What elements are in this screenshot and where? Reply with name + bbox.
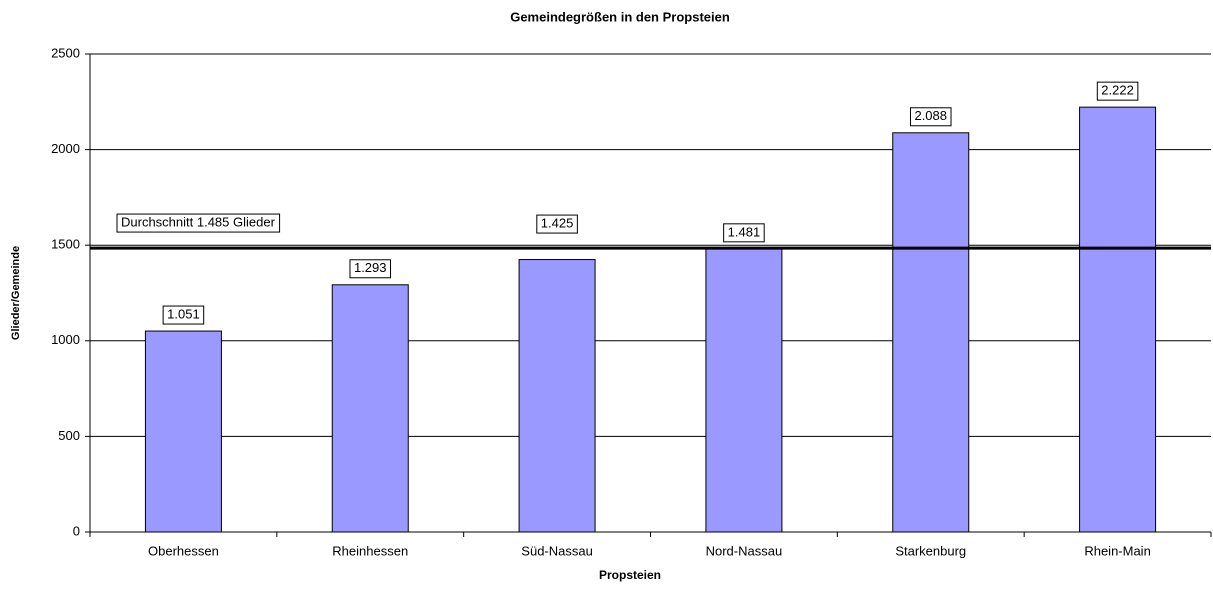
value-label: 2.222: [1101, 83, 1134, 98]
value-label: 2.088: [914, 108, 947, 123]
x-tick-label: Nord-Nassau: [706, 543, 783, 558]
bar: [518, 259, 596, 533]
x-tick-label: Starkenburg: [895, 543, 966, 558]
y-tick-label: 2000: [51, 141, 80, 156]
x-tick-label: Oberhessen: [148, 543, 219, 558]
x-tick-label: Rhein-Main: [1084, 543, 1150, 558]
bar: [705, 248, 783, 533]
chart-title: Gemeindegrößen in den Propsteien: [510, 9, 730, 24]
value-label-box: [1096, 81, 1139, 101]
bar: [144, 330, 222, 533]
value-label: 1.425: [541, 216, 574, 231]
y-tick-label: 1000: [51, 332, 80, 347]
average-label-box: [116, 213, 281, 233]
y-axis-label: Glieder/Gemeinde: [10, 246, 22, 340]
value-label-box: [349, 259, 392, 279]
value-label-box: [723, 223, 765, 243]
bar: [331, 284, 409, 533]
value-label-box: [162, 305, 205, 325]
x-tick-label: Süd-Nassau: [521, 543, 593, 558]
x-axis-label: Propsteien: [599, 568, 661, 582]
value-label: 1.481: [728, 224, 761, 239]
value-label-box: [909, 107, 952, 127]
y-tick-label: 500: [58, 428, 80, 443]
value-label-box: [536, 214, 578, 234]
bar: [892, 132, 970, 533]
average-label: Durchschnitt 1.485 Glieder: [121, 215, 276, 230]
value-label: 1.051: [167, 306, 200, 321]
bar: [1079, 106, 1157, 533]
y-tick-label: 1500: [51, 237, 80, 252]
y-tick-label: 2500: [51, 45, 80, 60]
y-tick-label: 0: [73, 523, 80, 538]
value-label: 1.293: [354, 260, 387, 275]
x-tick-label: Rheinhessen: [332, 543, 408, 558]
